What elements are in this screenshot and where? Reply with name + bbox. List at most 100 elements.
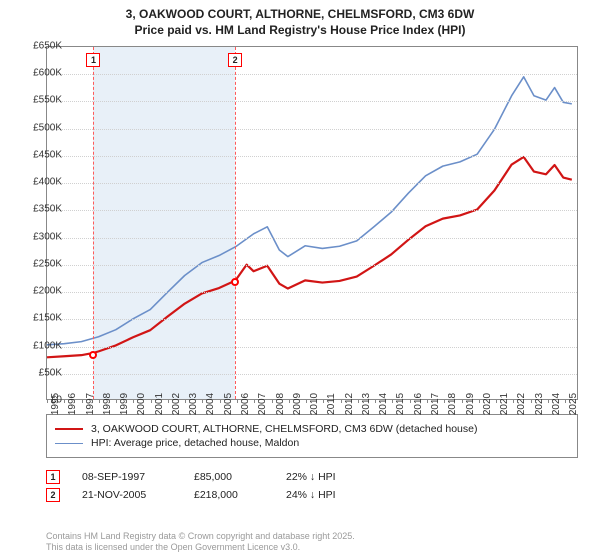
x-tick [410, 399, 411, 403]
x-tick [496, 399, 497, 403]
x-axis-label: 2023 [534, 393, 545, 415]
x-axis-label: 2010 [309, 393, 320, 415]
x-axis-label: 2003 [188, 393, 199, 415]
tx-date: 21-NOV-2005 [82, 489, 172, 501]
transaction-row: 1 08-SEP-1997 £85,000 22% ↓ HPI [46, 470, 376, 484]
y-axis-label: £450K [33, 149, 62, 160]
x-axis-label: 2017 [430, 393, 441, 415]
tx-marker: 1 [46, 470, 60, 484]
tx-price: £218,000 [194, 489, 264, 501]
x-axis-label: 2015 [395, 393, 406, 415]
x-axis-label: 2022 [516, 393, 527, 415]
x-tick [116, 399, 117, 403]
x-axis-label: 1998 [102, 393, 113, 415]
gridline-h [47, 101, 577, 102]
x-tick [64, 399, 65, 403]
marker-line-2 [235, 47, 236, 399]
x-axis-label: 2002 [171, 393, 182, 415]
footer-line-2: This data is licensed under the Open Gov… [46, 542, 355, 554]
chart-plot-area: 12 [46, 46, 578, 400]
x-axis-label: 2001 [154, 393, 165, 415]
legend-swatch [55, 443, 83, 444]
y-axis-label: £300K [33, 231, 62, 242]
x-tick [133, 399, 134, 403]
x-axis-label: 2011 [326, 393, 337, 415]
y-axis-label: £200K [33, 286, 62, 297]
gridline-h [47, 238, 577, 239]
gridline-h [47, 156, 577, 157]
marker-line-1 [93, 47, 94, 399]
x-tick [47, 399, 48, 403]
footer-attribution: Contains HM Land Registry data © Crown c… [46, 531, 355, 554]
gridline-h [47, 210, 577, 211]
legend-swatch [55, 428, 83, 430]
x-tick [168, 399, 169, 403]
x-axis-label: 1997 [85, 393, 96, 415]
legend-row: HPI: Average price, detached house, Mald… [55, 437, 569, 449]
x-axis-label: 2018 [447, 393, 458, 415]
y-axis-label: £250K [33, 258, 62, 269]
x-tick [427, 399, 428, 403]
x-axis-label: 2016 [413, 393, 424, 415]
x-tick [565, 399, 566, 403]
x-axis-label: 2021 [499, 393, 510, 415]
gridline-h [47, 374, 577, 375]
x-tick [306, 399, 307, 403]
y-axis-label: £150K [33, 313, 62, 324]
x-axis-label: 2013 [361, 393, 372, 415]
y-axis-label: £100K [33, 340, 62, 351]
footer-line-1: Contains HM Land Registry data © Crown c… [46, 531, 355, 543]
x-axis-label: 2005 [223, 393, 234, 415]
marker-dot-1 [89, 351, 97, 359]
transaction-row: 221-NOV-2005£218,00024% ↓ HPI [46, 488, 376, 502]
y-axis-label: £600K [33, 68, 62, 79]
x-tick [323, 399, 324, 403]
gridline-h [47, 292, 577, 293]
x-axis-label: 2020 [482, 393, 493, 415]
marker-dot-2 [231, 278, 239, 286]
x-tick [289, 399, 290, 403]
x-tick [151, 399, 152, 403]
tx-price: £85,000 [194, 471, 264, 483]
x-tick [548, 399, 549, 403]
x-tick [341, 399, 342, 403]
x-axis-label: 2024 [551, 393, 562, 415]
tx-diff: 22% ↓ HPI [286, 471, 376, 483]
gridline-h [47, 319, 577, 320]
gridline-h [47, 183, 577, 184]
y-axis-label: £400K [33, 177, 62, 188]
chart-legend: 3, OAKWOOD COURT, ALTHORNE, CHELMSFORD, … [46, 414, 578, 458]
tx-date: 08-SEP-1997 [82, 471, 172, 483]
x-tick [185, 399, 186, 403]
x-tick [513, 399, 514, 403]
x-axis-label: 2004 [205, 393, 216, 415]
gridline-h [47, 265, 577, 266]
x-axis-label: 1999 [119, 393, 130, 415]
x-tick [531, 399, 532, 403]
legend-label: 3, OAKWOOD COURT, ALTHORNE, CHELMSFORD, … [91, 423, 477, 435]
title-line-2: Price paid vs. HM Land Registry's House … [0, 22, 600, 38]
transactions-table: 108-SEP-1997£85,00022% ↓ HPI221-NOV-2005… [46, 466, 376, 506]
x-axis-label: 2008 [275, 393, 286, 415]
x-tick [99, 399, 100, 403]
y-axis-label: £550K [33, 95, 62, 106]
series-property [47, 157, 572, 357]
chart-title: 3, OAKWOOD COURT, ALTHORNE, CHELMSFORD, … [0, 0, 600, 40]
gridline-h [47, 347, 577, 348]
legend-label: HPI: Average price, detached house, Mald… [91, 437, 299, 449]
y-axis-label: £50K [39, 367, 62, 378]
x-tick [375, 399, 376, 403]
x-axis-label: 1996 [67, 393, 78, 415]
x-tick [392, 399, 393, 403]
marker-box-1: 1 [86, 53, 100, 67]
x-tick [220, 399, 221, 403]
x-axis-label: 2012 [344, 393, 355, 415]
x-axis-label: 2019 [465, 393, 476, 415]
x-axis-label: 2025 [568, 393, 579, 415]
x-axis-label: 2006 [240, 393, 251, 415]
x-tick [237, 399, 238, 403]
x-tick [254, 399, 255, 403]
x-tick [479, 399, 480, 403]
x-axis-label: 2000 [136, 393, 147, 415]
legend-row: 3, OAKWOOD COURT, ALTHORNE, CHELMSFORD, … [55, 423, 569, 435]
